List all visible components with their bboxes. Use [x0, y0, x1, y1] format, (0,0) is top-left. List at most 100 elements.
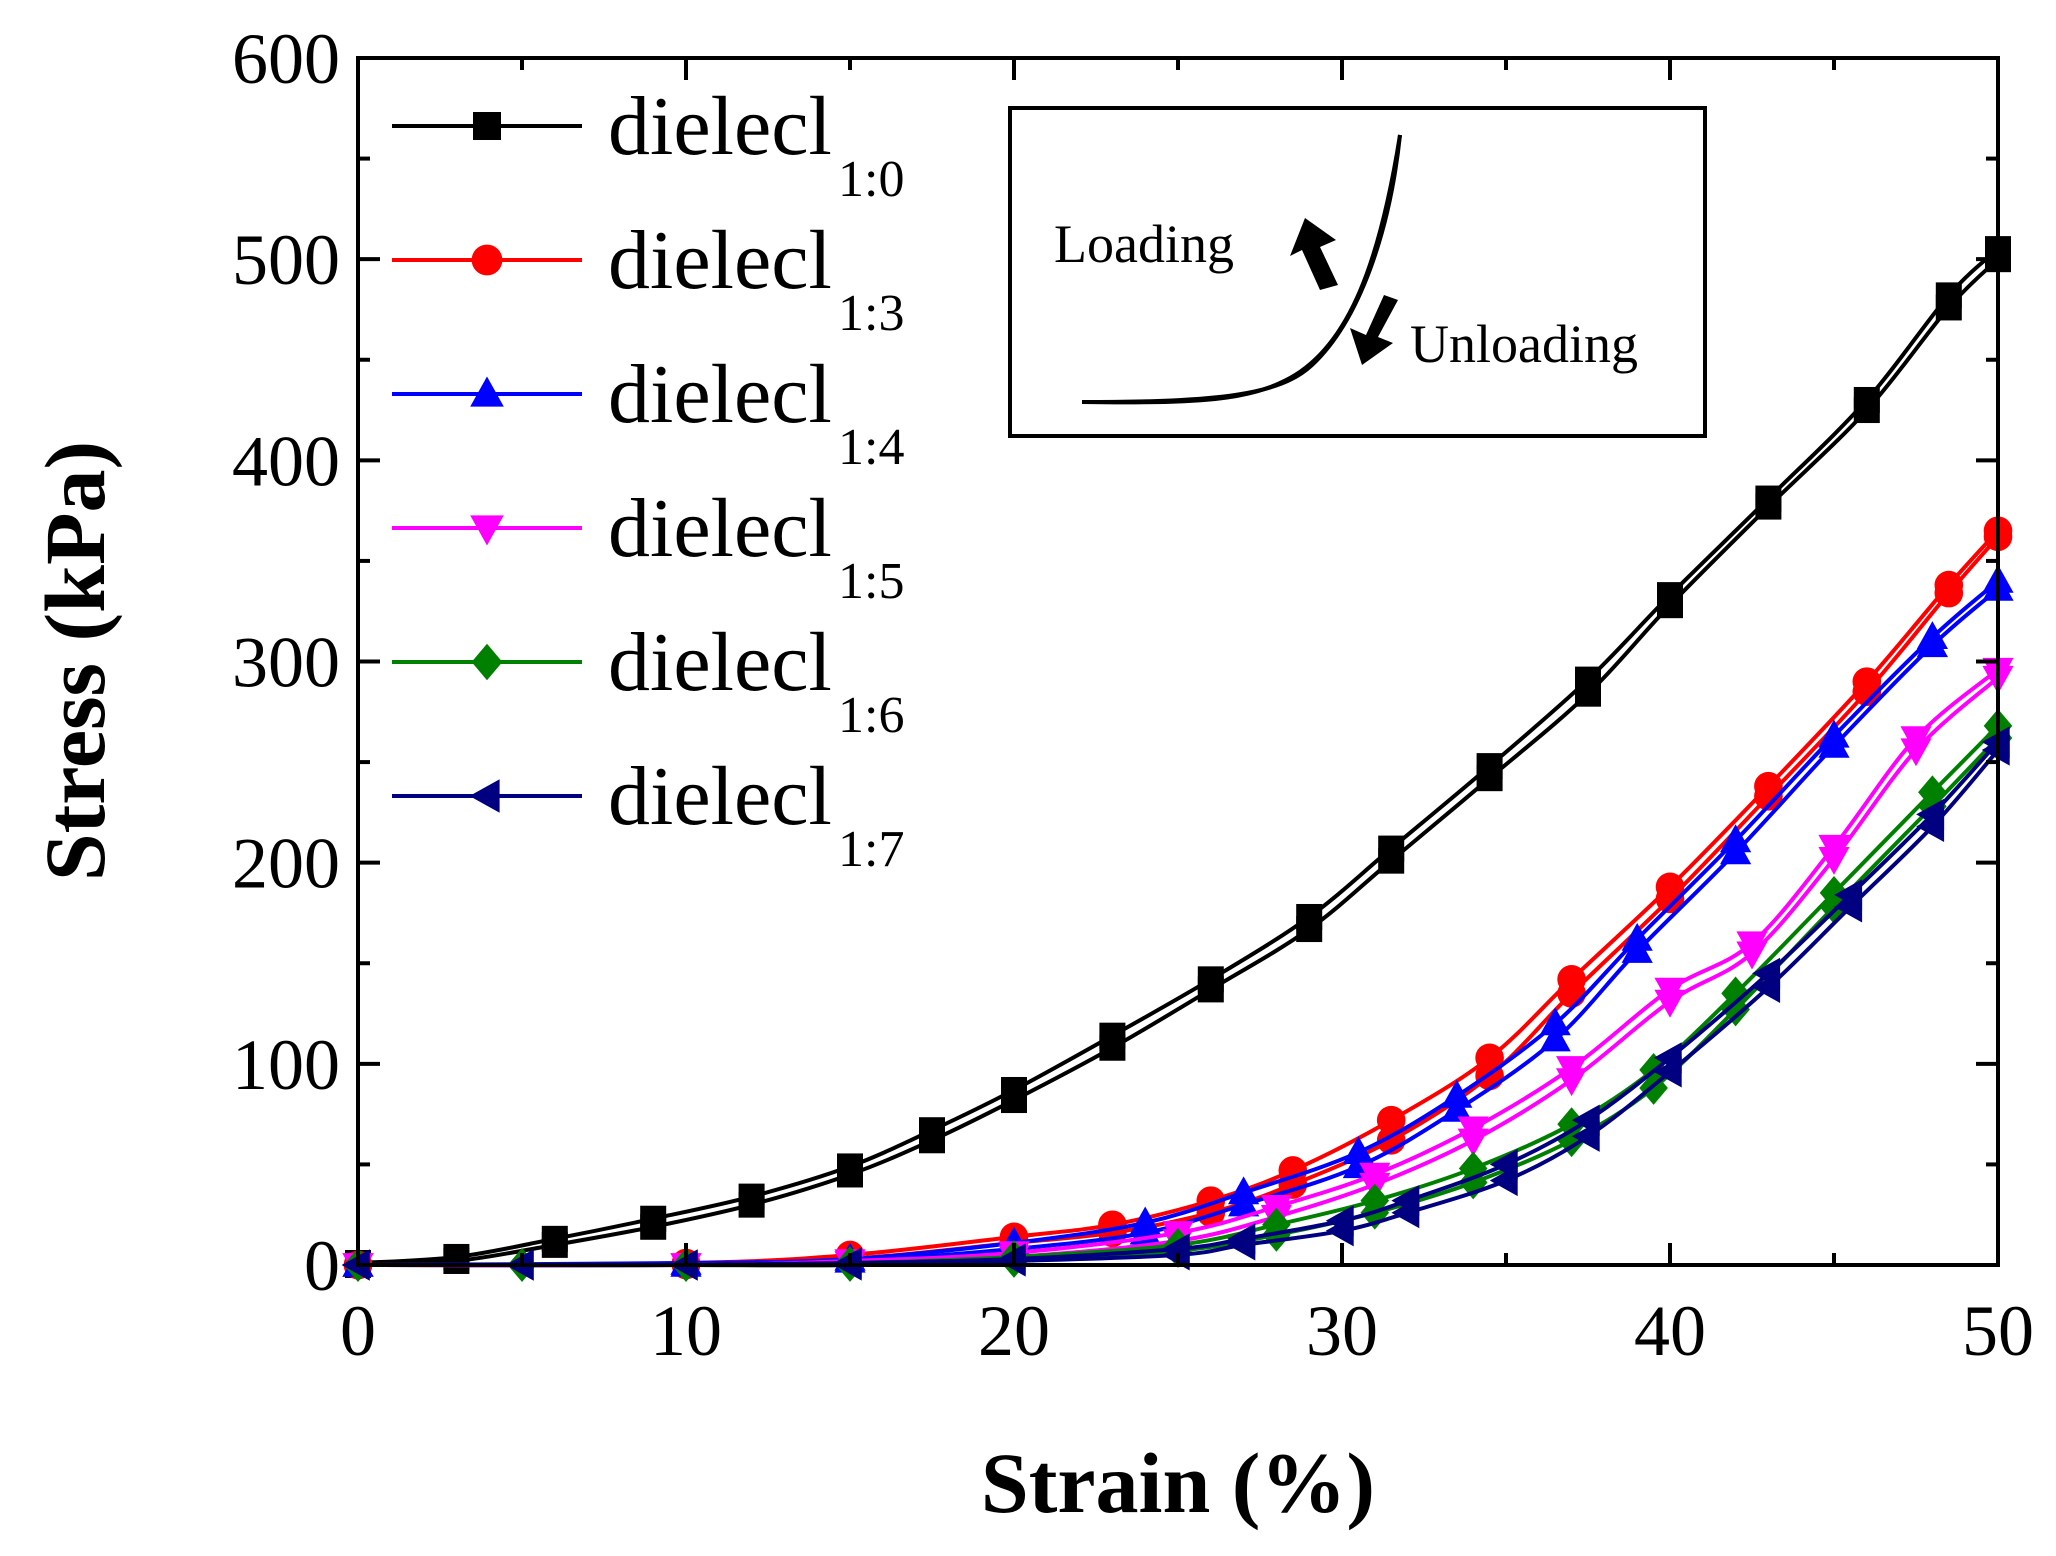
series-1-3-unloading-marker [1934, 578, 1964, 608]
legend-subscript: 1:7 [838, 821, 904, 878]
x-tick-label: 30 [1306, 1291, 1378, 1371]
series-1-4-unloading-marker [1441, 1093, 1473, 1122]
series-1-7-unloading-marker [341, 1249, 370, 1281]
y-tick-label: 0 [304, 1226, 340, 1306]
series-1-7-unloading-marker [1752, 971, 1781, 1003]
series-1-0-unloading-marker [443, 1247, 470, 1274]
y-tick-label: 100 [232, 1025, 340, 1105]
series-1-4-unloading-marker [1539, 1023, 1571, 1052]
series-1-4-unloading-marker [1720, 836, 1752, 865]
series-1-4-loading-marker [1441, 1079, 1473, 1108]
legend-marker [471, 643, 503, 681]
inset-loading-label: Loading [1054, 214, 1234, 274]
legend-marker [470, 515, 504, 546]
series-1-7-unloading-marker [1571, 1120, 1600, 1152]
series-1-7-unloading-marker [1834, 891, 1863, 923]
legend-label: dielecl [608, 80, 832, 173]
legend-marker [471, 244, 503, 276]
y-tick-label: 300 [232, 623, 340, 703]
series-1-4-loading-marker [1342, 1136, 1374, 1165]
series-1-7-unloading-marker [1489, 1164, 1518, 1197]
y-tick-label: 200 [232, 824, 340, 904]
series-1-0-unloading-marker [1296, 916, 1323, 943]
inset-unloading-curve [1081, 134, 1402, 404]
series-1-7-unloading-marker [1653, 1056, 1682, 1088]
series-1-4-unloading-marker [1818, 729, 1850, 758]
series-1-0-unloading-marker [919, 1127, 945, 1154]
series-1-5-unloading-marker [1457, 1128, 1489, 1157]
x-tick-label: 50 [1962, 1291, 2034, 1371]
legend-subscript: 1:5 [838, 553, 904, 610]
series-1-6-unloading-marker [1721, 992, 1750, 1027]
data-layer [341, 236, 2014, 1282]
legend-label: dielecl [608, 616, 832, 709]
legend-marker [469, 779, 500, 813]
series-1-4-unloading-marker [1621, 934, 1653, 963]
legend-label: dielecl [608, 348, 832, 441]
series-1-4-unloading-marker [1916, 629, 1948, 658]
legend: dielecl1:0dielecl1:3dielecl1:4dielecl1:5… [392, 80, 904, 878]
series-1-0 [345, 236, 2011, 1278]
series-1-0-unloading-marker [541, 1231, 568, 1258]
legend-subscript: 1:4 [838, 419, 904, 476]
y-tick-label: 500 [232, 220, 340, 300]
series-1-0-unloading-marker [1001, 1087, 1027, 1114]
series-1-4-unloading-marker [1228, 1188, 1260, 1217]
series-1-0-unloading-marker [1197, 976, 1224, 1003]
series-1-0-unloading-marker [1378, 847, 1405, 874]
series-1-7-unloading-marker [1391, 1197, 1420, 1229]
series-1-0-unloading-marker [1575, 680, 1601, 707]
legend-label: dielecl [608, 482, 832, 575]
series-1-0-unloading-marker [738, 1191, 765, 1218]
series-1-7-unloading-marker [1161, 1239, 1190, 1271]
series-1-0-unloading-marker [1099, 1034, 1126, 1061]
series-1-0-unloading-marker [640, 1213, 667, 1240]
series-1-0-unloading-marker [1657, 592, 1683, 619]
inset-schematic: Loading Unloading [1008, 106, 1707, 438]
legend-marker [470, 376, 504, 407]
series-1-3-loading-line [357, 529, 2000, 1267]
series-1-5-unloading-marker [1556, 1068, 1588, 1097]
series-1-7-unloading-marker [1227, 1229, 1256, 1261]
series-1-7-unloading-marker [1981, 734, 2010, 766]
series-1-5-unloading-marker [1654, 989, 1686, 1018]
series-1-0-unloading-marker [1476, 765, 1503, 792]
series-1-0-unloading-marker [1755, 493, 1782, 520]
legend-marker [473, 112, 501, 140]
x-axis-title: Strain (%) [981, 1435, 1375, 1531]
x-tick-label: 0 [340, 1291, 376, 1371]
legend-subscript: 1:0 [838, 151, 904, 208]
series-1-7-unloading-marker [1325, 1215, 1354, 1247]
series-1-3-unloading-marker [1655, 884, 1685, 914]
inset-unloading-arrow [1350, 295, 1398, 365]
series-1-0-unloading-marker [1935, 294, 1962, 321]
series-1-3-loading-marker [1376, 1105, 1406, 1135]
series-1-0-unloading-marker [1853, 397, 1880, 424]
y-axis-title: Stress (kPa) [27, 441, 123, 881]
legend-label: dielecl [608, 214, 832, 307]
series-1-5-unloading-marker [1900, 738, 1932, 767]
series-1-3-unloading-marker [1557, 979, 1586, 1008]
x-tick-label: 10 [650, 1291, 722, 1371]
series-1-5-unloading-marker [1818, 846, 1850, 875]
inset-unloading-label: Unloading [1410, 314, 1638, 374]
inset-loading-arrow [1290, 218, 1338, 290]
y-tick-label: 400 [232, 421, 340, 501]
series-1-7-unloading-marker [997, 1245, 1026, 1277]
series-1-5-unloading-marker [1736, 941, 1768, 970]
y-tick-label: 600 [232, 19, 340, 99]
x-tick-label: 20 [978, 1291, 1050, 1371]
series-1-3-unloading-marker [1852, 677, 1882, 706]
series-1-4-loading-marker [1539, 1007, 1571, 1036]
legend-subscript: 1:3 [838, 285, 904, 342]
legend-subscript: 1:6 [838, 687, 904, 744]
